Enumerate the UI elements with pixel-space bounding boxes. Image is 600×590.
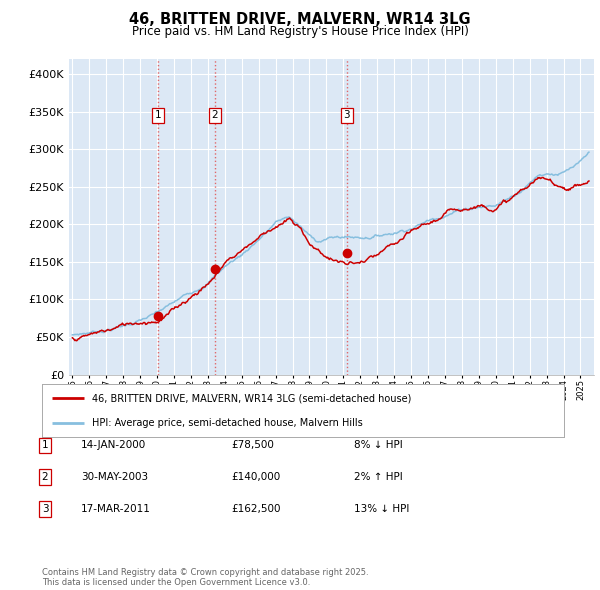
Text: Price paid vs. HM Land Registry's House Price Index (HPI): Price paid vs. HM Land Registry's House … — [131, 25, 469, 38]
Text: £140,000: £140,000 — [231, 472, 280, 481]
Text: 1: 1 — [154, 110, 161, 120]
Text: 14-JAN-2000: 14-JAN-2000 — [81, 441, 146, 450]
Text: 17-MAR-2011: 17-MAR-2011 — [81, 504, 151, 514]
Text: £78,500: £78,500 — [231, 441, 274, 450]
Text: 46, BRITTEN DRIVE, MALVERN, WR14 3LG (semi-detached house): 46, BRITTEN DRIVE, MALVERN, WR14 3LG (se… — [92, 394, 411, 404]
Text: 2: 2 — [41, 472, 49, 481]
Text: 8% ↓ HPI: 8% ↓ HPI — [354, 441, 403, 450]
Text: 30-MAY-2003: 30-MAY-2003 — [81, 472, 148, 481]
Text: 2% ↑ HPI: 2% ↑ HPI — [354, 472, 403, 481]
Text: Contains HM Land Registry data © Crown copyright and database right 2025.
This d: Contains HM Land Registry data © Crown c… — [42, 568, 368, 587]
Text: 3: 3 — [344, 110, 350, 120]
Text: 46, BRITTEN DRIVE, MALVERN, WR14 3LG: 46, BRITTEN DRIVE, MALVERN, WR14 3LG — [129, 12, 471, 27]
Text: 2: 2 — [212, 110, 218, 120]
Text: £162,500: £162,500 — [231, 504, 281, 514]
Text: HPI: Average price, semi-detached house, Malvern Hills: HPI: Average price, semi-detached house,… — [92, 418, 362, 428]
Text: 3: 3 — [41, 504, 49, 514]
Text: 1: 1 — [41, 441, 49, 450]
Text: 13% ↓ HPI: 13% ↓ HPI — [354, 504, 409, 514]
